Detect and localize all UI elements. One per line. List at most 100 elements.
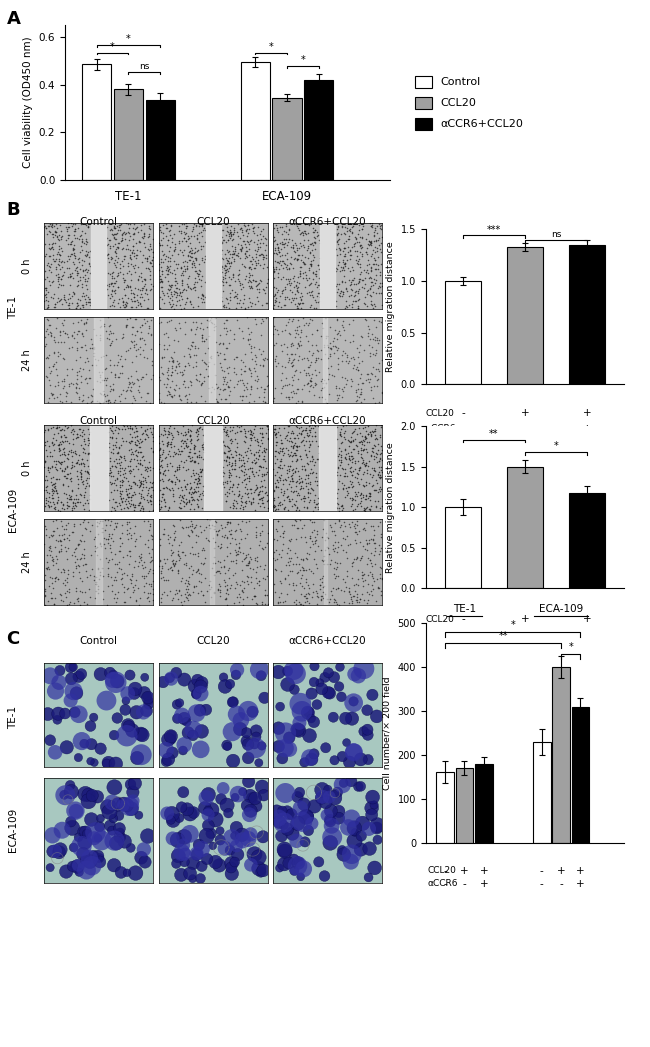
Point (352, 248, 362, 265)
Point (257, 428, 267, 445)
Point (80, 354, 90, 371)
Point (158, 442, 168, 459)
Point (187, 417, 198, 433)
Point (296, 419, 306, 436)
Point (250, 353, 261, 370)
Point (62, 582, 72, 599)
Point (114, 263, 125, 280)
Point (124, 556, 134, 573)
Point (298, 253, 308, 270)
Point (111, 755, 121, 772)
Point (179, 432, 190, 449)
Point (257, 420, 267, 437)
Point (309, 521, 320, 538)
Point (240, 550, 250, 566)
Point (292, 788, 303, 805)
Point (95, 395, 105, 411)
Point (60, 446, 71, 463)
Point (283, 226, 293, 243)
Point (193, 267, 203, 284)
Point (298, 560, 308, 577)
Point (233, 785, 243, 802)
Point (226, 553, 237, 570)
Point (125, 249, 135, 266)
Point (90, 538, 100, 555)
Point (188, 452, 199, 469)
Point (320, 310, 330, 327)
Point (364, 452, 374, 469)
Point (54, 418, 64, 435)
Point (179, 242, 189, 259)
Point (304, 475, 315, 492)
Point (227, 268, 238, 285)
Point (243, 449, 254, 466)
Point (139, 277, 150, 294)
Point (64, 596, 74, 612)
Point (73, 589, 83, 606)
Point (166, 279, 177, 295)
Point (358, 577, 369, 594)
Point (257, 596, 267, 612)
Point (178, 742, 188, 759)
Point (181, 580, 192, 597)
Point (376, 445, 386, 462)
Point (341, 331, 351, 348)
Point (78, 440, 88, 456)
Point (310, 233, 320, 250)
Point (347, 474, 358, 491)
Point (179, 478, 190, 495)
Point (344, 228, 354, 245)
Point (176, 285, 186, 302)
Point (171, 322, 181, 339)
Text: -: - (523, 424, 526, 433)
Point (270, 560, 280, 577)
Point (373, 484, 384, 500)
Point (75, 582, 85, 599)
Point (98, 348, 108, 364)
Point (309, 275, 320, 292)
Point (55, 453, 66, 470)
Point (297, 473, 307, 490)
Point (286, 478, 296, 495)
Point (369, 462, 380, 478)
Point (174, 287, 184, 304)
Point (249, 447, 259, 464)
Point (127, 258, 138, 274)
Point (344, 315, 355, 332)
Point (334, 253, 345, 270)
Point (311, 583, 321, 600)
Point (365, 552, 375, 569)
Point (368, 531, 378, 548)
Point (273, 240, 283, 257)
Point (177, 276, 187, 293)
Point (239, 454, 249, 471)
Point (248, 219, 258, 236)
Point (138, 342, 149, 359)
Point (336, 454, 346, 471)
Point (155, 536, 166, 553)
Point (153, 391, 164, 407)
Point (309, 714, 319, 731)
Point (316, 351, 326, 367)
Point (59, 531, 70, 548)
Point (61, 466, 72, 483)
Point (313, 343, 323, 360)
Point (122, 310, 132, 327)
Point (270, 353, 280, 370)
Point (83, 793, 94, 809)
Point (246, 340, 256, 357)
Point (359, 296, 370, 313)
Point (269, 417, 280, 433)
Point (301, 467, 311, 484)
Point (309, 265, 320, 282)
Point (40, 263, 50, 280)
Point (176, 260, 187, 276)
Point (155, 272, 166, 289)
Point (157, 364, 167, 381)
Point (362, 297, 372, 314)
Point (221, 376, 231, 393)
Point (212, 394, 222, 410)
Point (84, 370, 94, 386)
Point (45, 447, 55, 464)
Point (339, 775, 349, 792)
